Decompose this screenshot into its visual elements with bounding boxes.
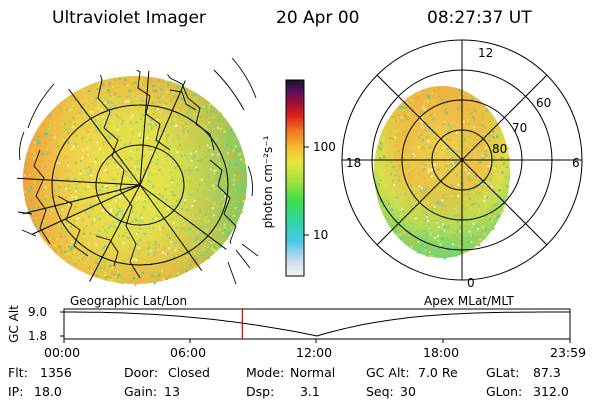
instrument-title: Ultraviolet Imager [52, 8, 206, 28]
mlat-label-70: 70 [512, 121, 528, 135]
status-glat-label: GLat: [486, 365, 520, 380]
colorbar [285, 79, 309, 277]
status-mode-label: Mode: [246, 365, 285, 380]
mlt-label-12: 12 [478, 46, 494, 60]
status-dsp-value: 3.1 [300, 384, 320, 399]
x-tick-2359: 23:59 [550, 345, 587, 360]
status-door-value: Closed [168, 365, 210, 380]
header-time: 08:27:37 UT [427, 8, 532, 28]
status-seq-label: Seq: [366, 384, 394, 399]
colorbar-tick-10: 10 [313, 228, 329, 242]
x-tick-0000: 00:00 [44, 345, 81, 360]
altitude-y-max: 9.0 [28, 305, 48, 319]
altitude-axis-title: GC Alt [7, 305, 21, 343]
mlt-lines [342, 40, 582, 280]
outer-arcs [17, 57, 259, 285]
header-date: 20 Apr 00 [276, 8, 360, 28]
status-door-label: Door: [124, 365, 159, 380]
status-ip-label: IP: [8, 384, 24, 399]
right-panel-label: Apex MLat/MLT [424, 294, 514, 308]
status-flt-label: Flt: [8, 365, 28, 380]
mlat-label-80: 80 [492, 142, 508, 156]
mlt-label-18: 18 [346, 156, 362, 170]
mlt-label-0: 0 [467, 276, 475, 290]
status-ip-value: 18.0 [34, 384, 62, 399]
coastlines [33, 70, 241, 279]
x-tick-0600: 06:00 [170, 345, 207, 360]
magnetic-image [341, 39, 583, 281]
x-tick-1800: 18:00 [423, 345, 460, 360]
status-glon-label: GLon: [486, 384, 523, 399]
geo-grid [17, 70, 253, 290]
status-flt-value: 1356 [40, 365, 72, 380]
mlat-label-60: 60 [536, 96, 552, 110]
status-glat-value: 87.3 [533, 365, 561, 380]
altitude-y-min: 1.8 [28, 329, 48, 343]
colorbar-unit: photon cm⁻²s⁻¹ [261, 135, 275, 229]
altitude-curve [64, 311, 570, 337]
status-glon-value: 312.0 [533, 384, 569, 399]
mlt-label-6: 6 [572, 156, 580, 170]
status-mode-value: Normal [290, 365, 336, 380]
x-tick-1200: 12:00 [296, 345, 333, 360]
status-gcalt-label: GC Alt: [366, 365, 410, 380]
colorbar-tick-100: 100 [313, 140, 336, 154]
status-gain-value: 13 [164, 384, 180, 399]
status-gain-label: Gain: [124, 384, 157, 399]
status-seq-value: 30 [400, 384, 416, 399]
geographic-image [17, 57, 259, 290]
altitude-plot [60, 308, 571, 343]
status-gcalt-value: 7.0 Re [418, 365, 458, 380]
status-dsp-label: Dsp: [246, 384, 275, 399]
left-panel-label: Geographic Lat/Lon [70, 294, 188, 308]
